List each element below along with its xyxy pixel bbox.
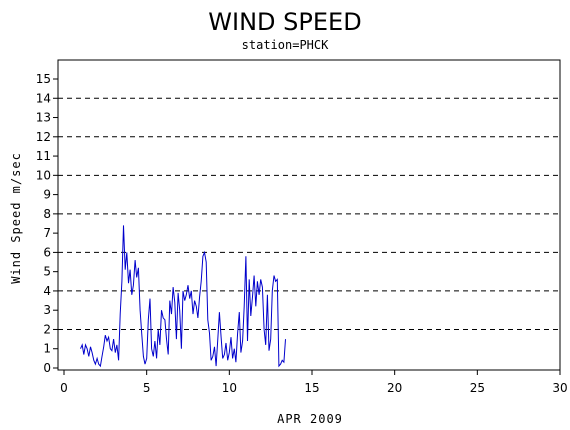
x-axis-label: APR 2009 [277, 412, 343, 426]
y-tick-label: 5 [43, 265, 51, 279]
y-tick-label: 4 [43, 284, 51, 298]
y-tick-label: 8 [43, 207, 51, 221]
y-tick-label: 14 [36, 91, 51, 105]
x-tick-label: 30 [552, 381, 567, 395]
x-tick-label: 20 [387, 381, 402, 395]
plot-frame [57, 59, 561, 371]
series-line [80, 225, 286, 368]
y-tick-label: 15 [36, 72, 51, 86]
y-tick-label: 6 [43, 245, 51, 259]
y-tick-label: 2 [43, 322, 51, 336]
y-tick-label: 7 [43, 226, 51, 240]
x-tick-label: 10 [222, 381, 237, 395]
y-tick-label: 3 [43, 303, 51, 317]
y-tick-label: 11 [36, 149, 51, 163]
y-tick-label: 1 [43, 342, 51, 356]
reference-lines [58, 97, 560, 330]
x-tick-label: 0 [60, 381, 68, 395]
x-tick-label: 15 [304, 381, 319, 395]
chart-subtitle: station=PHCK [242, 38, 329, 52]
x-tick-label: 5 [143, 381, 151, 395]
y-tick-label: 12 [36, 130, 51, 144]
y-tick-label: 0 [43, 361, 51, 375]
y-tick-label: 9 [43, 188, 51, 202]
y-tick-label: 13 [36, 111, 51, 125]
chart-title: WIND SPEED [208, 8, 361, 36]
x-tick-label: 25 [470, 381, 485, 395]
x-axis: 0 5 10 15 20 25 30 [60, 370, 568, 395]
y-axis-label: Wind Speed m/sec [9, 152, 23, 284]
y-tick-label: 10 [36, 168, 51, 182]
